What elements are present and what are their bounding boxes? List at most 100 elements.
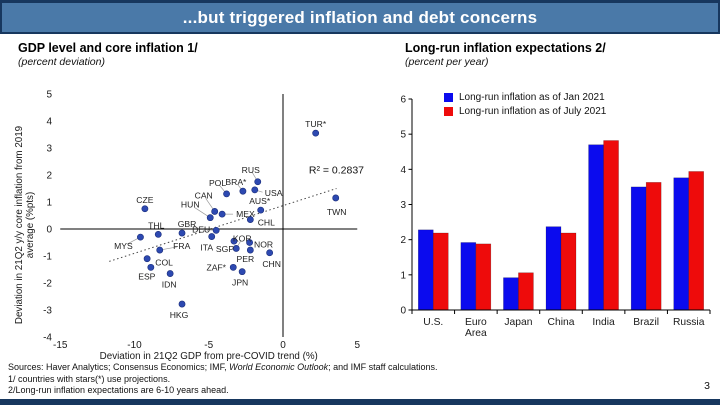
category-label: U.S. (423, 317, 443, 328)
country-label: MEX (236, 209, 255, 219)
bar-U.S.-series0 (418, 229, 434, 311)
country-label: USA (265, 188, 283, 198)
scatter-point-IDN (166, 270, 174, 277)
bar-Russia-series1 (688, 171, 704, 311)
x-tick-label: -10 (127, 340, 142, 351)
country-label: AUS* (249, 196, 271, 206)
trendline (109, 188, 337, 262)
y-tick-label: 0 (400, 306, 406, 317)
bar-U.S.-series1 (433, 232, 449, 311)
scatter-point-SGP (230, 237, 238, 245)
y-tick-label: 3 (400, 200, 406, 211)
country-label: PER (236, 254, 254, 264)
left-chart-subtitle: (percent deviation) (18, 56, 105, 68)
scatter-point-TUR* (312, 129, 320, 137)
x-tick-label: -15 (53, 340, 68, 351)
category-label: Russia (673, 317, 705, 328)
country-label: ITA (200, 243, 213, 253)
category-label: India (592, 317, 615, 328)
y-tick-label: 2 (46, 171, 52, 182)
bar-Euro Area-series1 (475, 243, 492, 311)
country-label: RUS (242, 165, 260, 175)
country-label: HUN (181, 200, 200, 210)
legend-item-jan-2021: Long-run inflation as of Jan 2021 (444, 90, 606, 104)
category-label: Area (465, 328, 487, 339)
scatter-point-CHL (246, 216, 254, 223)
gdp-inflation-scatter-chart: 5 4 3 2 1 0 -1 -2 -3 -4-15 -10 -5 0 5 TUR* TWN RUS USA BRA… (14, 90, 364, 363)
country-label: IDN (162, 280, 177, 290)
country-label: CZE (136, 195, 153, 205)
country-label: KOR (233, 233, 252, 243)
slide-title: ...but triggered inflation and debt conc… (182, 7, 538, 27)
country-label: TWN (327, 207, 347, 217)
y-tick-label: 5 (46, 90, 52, 101)
y-tick-label: 4 (400, 165, 406, 176)
country-label: BRA* (225, 177, 247, 187)
x-tick-label: 0 (280, 340, 286, 351)
bar-China-series0 (545, 226, 562, 311)
footnote-1: 1/ countries with stars(*) use projectio… (8, 373, 171, 384)
category-label: China (548, 317, 575, 328)
bar-Euro Area-series0 (460, 242, 477, 311)
y-axis-title-line2: average (%pts) (25, 192, 36, 258)
scatter-point-FRA (156, 246, 164, 254)
country-label: NOR (254, 240, 273, 250)
scatter-point-POL (223, 190, 230, 198)
scatter-point-AUS* (257, 206, 265, 214)
legend-item-july-2021: Long-run inflation as of July 2021 (444, 104, 606, 118)
scatter-point-KOR (232, 245, 240, 252)
scatter-point-ITA (208, 233, 216, 240)
country-label: CAN (195, 190, 213, 200)
country-label: DEU (192, 224, 210, 234)
scatter-point-GBR (178, 229, 186, 237)
country-label: CHN (262, 259, 281, 269)
category-label: Japan (504, 317, 532, 328)
right-chart-title: Long-run inflation expectations 2/ (405, 41, 606, 55)
country-label: CHL (258, 218, 275, 228)
y-tick-label: 5 (400, 130, 406, 141)
scatter-point-NOR (246, 239, 253, 246)
country-label: THL (148, 220, 164, 230)
scatter-point-TWN (332, 194, 340, 202)
legend-swatch-jan-blue (444, 92, 453, 102)
scatter-point-ZAF* (229, 263, 237, 271)
scatter-point-CHN (266, 249, 274, 257)
y-tick-label: 1 (400, 270, 406, 281)
bar-India-series1 (603, 140, 619, 311)
country-label: ESP (138, 271, 155, 281)
scatter-point-ESP (147, 263, 155, 271)
scatter-point-CZE (141, 205, 149, 213)
y-tick-label: -2 (43, 279, 52, 290)
bar-chart-legend: Long-run inflation as of Jan 2021 Long-r… (444, 90, 606, 118)
x-tick-label: 5 (354, 340, 360, 351)
y-axis-title-line1: Deviation in 21Q2 y/y core inflation fro… (14, 126, 25, 324)
country-label: POL (209, 178, 226, 188)
left-chart-title: GDP level and core inflation 1/ (18, 41, 198, 55)
footer-sources: Sources: Haver Analytics; Consensus Econ… (8, 362, 438, 372)
scatter-point-JPN (238, 268, 246, 276)
country-label: MYS (114, 241, 133, 251)
country-label: GBR (178, 219, 197, 229)
bottom-navy-bar (0, 399, 720, 405)
footer-notes: Sources: Haver Analytics; Consensus Econ… (8, 362, 438, 397)
scatter-point-DEU (212, 226, 220, 234)
y-tick-label: 2 (400, 235, 406, 246)
country-label: HKG (170, 310, 189, 320)
country-label: ZAF* (206, 262, 226, 272)
country-label: FRA (173, 241, 190, 251)
bar-Brazil-series1 (645, 182, 662, 311)
y-tick-label: -1 (43, 252, 52, 263)
scatter-point-THL (154, 230, 162, 238)
y-tick-label: 0 (46, 225, 52, 236)
bar-Japan-series1 (518, 272, 534, 311)
y-tick-label: 4 (46, 117, 52, 128)
country-label: TUR* (305, 119, 327, 129)
footer-sources-italic: World Economic Outlook (229, 362, 329, 372)
category-label: Euro (465, 317, 487, 328)
scatter-point-COL (143, 255, 151, 263)
bar-India-series0 (588, 144, 604, 311)
scatter-point-HKG (178, 300, 186, 308)
bar-China-series1 (560, 232, 577, 311)
bar-Brazil-series0 (630, 186, 647, 311)
